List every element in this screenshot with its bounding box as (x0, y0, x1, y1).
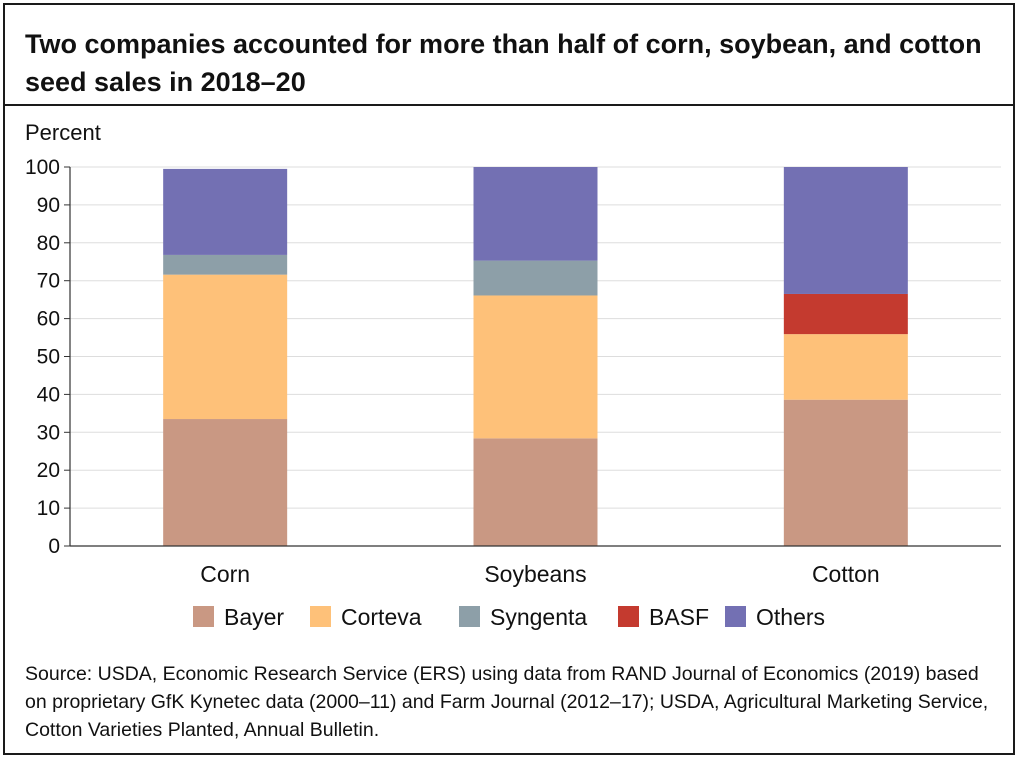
y-tick-label: 20 (37, 459, 60, 482)
x-category-label: Corn (200, 561, 250, 587)
x-category-label: Cotton (812, 561, 880, 587)
y-axis-label: Percent (25, 120, 101, 145)
bar-segment-corteva-corn (163, 274, 288, 420)
y-tick-label: 50 (37, 346, 60, 369)
legend-swatch-others (725, 606, 746, 627)
legend-label-bayer: Bayer (224, 604, 284, 630)
bar-segment-bayer-corn (163, 419, 288, 546)
legend-label-syngenta: Syngenta (490, 604, 587, 630)
chart-title: Two companies accounted for more than ha… (25, 29, 982, 97)
legend-swatch-corteva (310, 606, 331, 627)
stacked-bar-chart: Percent 0 10 20 30 40 50 60 70 80 90 100 Corn Soybean… (25, 120, 1001, 630)
source-note: Source: USDA, Economic Research Service … (25, 663, 989, 741)
y-tick-label: 30 (37, 421, 60, 444)
bar-segment-corteva-cotton (783, 334, 908, 400)
x-category-label: Soybeans (484, 561, 586, 587)
y-tick-label: 80 (37, 232, 60, 255)
bar-segment-bayer-cotton (783, 399, 908, 546)
y-tick-label: 60 (37, 308, 60, 331)
y-tick-label: 70 (37, 270, 60, 293)
y-tick-label: 40 (37, 383, 60, 406)
legend-label-corteva: Corteva (341, 604, 422, 630)
y-tick-label: 100 (25, 156, 60, 179)
figure-frame: Two companies accounted for more than ha… (3, 3, 1015, 755)
y-tick-label: 0 (48, 535, 60, 558)
legend-label-basf: BASF (649, 604, 709, 630)
title-divider (5, 104, 1013, 106)
bar-segment-bayer-soybeans (473, 438, 598, 546)
legend-label-others: Others (756, 604, 825, 630)
bar-segment-others-soybeans (473, 167, 598, 261)
bar-segment-others-corn (163, 168, 288, 255)
y-tick-label: 10 (37, 497, 60, 520)
y-tick-label: 90 (37, 194, 60, 217)
bar-segment-syngenta-corn (163, 254, 288, 275)
legend-swatch-basf (618, 606, 639, 627)
bar-segment-corteva-soybeans (473, 295, 598, 439)
bar-segment-others-cotton (783, 167, 908, 294)
legend-swatch-bayer (193, 606, 214, 627)
legend-swatch-syngenta (459, 606, 480, 627)
bar-segment-syngenta-soybeans (473, 260, 598, 296)
bar-segment-basf-cotton (783, 293, 908, 335)
